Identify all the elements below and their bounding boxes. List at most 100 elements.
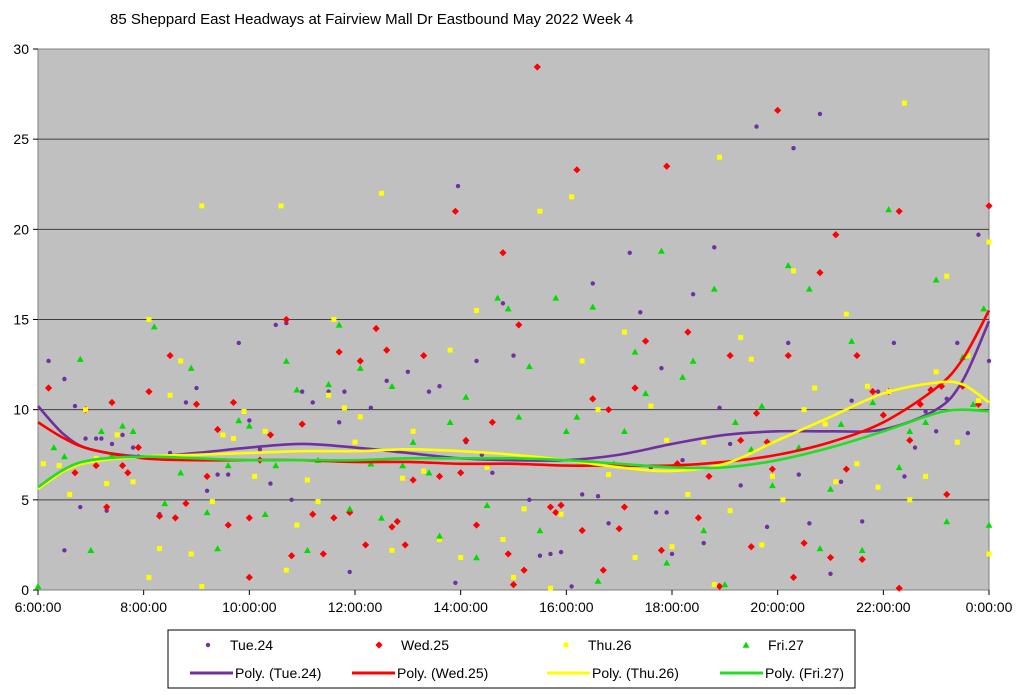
data-point-tue-24 [579,492,585,497]
data-point-wed-25 [557,501,565,509]
data-point-fri-27 [129,427,137,435]
data-point-wed-25 [383,346,391,354]
data-point-thu-26 [146,574,152,580]
data-point-tue-24 [104,508,109,513]
data-point-tue-24 [590,281,595,286]
data-point-tue-24 [257,447,263,452]
data-point-wed-25 [401,541,409,549]
data-point-thu-26 [954,439,960,445]
data-point-fri-27 [50,444,58,451]
data-point-thu-26 [241,408,247,414]
data-point-wed-25 [599,566,607,574]
data-point-wed-25 [192,400,201,408]
data-point-fri-27 [747,445,755,453]
data-point-wed-25 [906,436,914,444]
data-point-fri-27 [282,357,290,364]
data-point-fri-27 [658,247,665,254]
data-point-tue-24 [310,400,315,405]
data-point-tue-24 [326,389,331,394]
data-point-tue-24 [727,441,733,447]
data-point-fri-27 [552,294,560,301]
data-point-thu-26 [484,464,490,470]
data-point-thu-26 [341,405,347,411]
data-point-fri-27 [325,381,332,388]
data-point-tue-24 [46,358,51,364]
data-point-wed-25 [266,431,275,439]
data-point-thu-26 [209,499,215,505]
data-point-fri-27 [119,422,126,429]
legend-label-fri-27: Fri.27 [768,637,804,653]
data-point-tue-24 [490,470,495,475]
data-point-fri-27 [805,285,813,292]
data-point-tue-24 [236,340,241,346]
data-point-tue-24 [289,497,294,503]
data-point-wed-25 [134,443,142,452]
data-point-tue-24 [738,483,743,488]
data-point-tue-24 [527,497,532,503]
x-axis: 6:00:00 8:00:00 10:00:00 12:00:00 14:00:00 16… [15,590,1013,615]
data-point-wed-25 [657,546,666,554]
data-point-wed-25 [520,566,528,574]
data-point-wed-25 [145,388,153,396]
data-point-thu-26 [352,439,358,445]
data-point-tue-24 [828,571,833,576]
data-point-fri-27 [642,390,649,397]
data-point-tue-24 [912,445,918,450]
data-point-wed-25 [789,573,798,581]
series-fri-27 [34,206,993,590]
data-point-fri-27 [187,364,195,371]
data-point-wed-25 [457,469,465,477]
data-point-thu-26 [458,555,464,561]
legend-marker-wed-25 [375,641,383,649]
data-point-wed-25 [663,162,671,170]
data-point-tue-24 [875,389,881,394]
data-point-thu-26 [944,273,950,279]
data-point-thu-26 [664,437,670,443]
data-point-thu-26 [283,567,289,573]
y-tick-label: 5 [21,492,29,508]
data-point-wed-25 [488,418,496,426]
legend-marker-tue-24 [205,642,211,648]
data-point-thu-26 [67,491,73,497]
data-point-tue-24 [838,479,844,484]
data-point-tue-24 [955,340,960,346]
data-point-wed-25 [726,351,734,360]
data-point-wed-25 [472,521,481,529]
x-tick-label: 8:00:00 [120,599,167,615]
data-point-fri-27 [932,276,940,283]
trendline-poly-wed-25 [37,309,991,468]
data-point-thu-26 [447,347,453,353]
data-point-wed-25 [335,348,343,356]
data-point-tue-24 [215,472,220,477]
data-point-fri-27 [573,413,581,420]
y-tick-label: 15 [13,312,29,328]
data-point-thu-26 [595,407,601,413]
data-point-wed-25 [927,386,935,394]
legend-label-poly-tue-24: Poly. (Tue.24) [235,665,321,681]
data-point-wed-25 [752,409,761,417]
y-axis: 0 5 10 15 20 25 30 [13,41,38,598]
data-point-thu-26 [199,203,205,209]
data-point-wed-25 [937,382,946,390]
x-tick-label: 6:00:00 [15,599,62,615]
data-point-tue-24 [130,445,136,450]
data-point-tue-24 [902,474,907,479]
data-point-wed-25 [715,582,724,590]
data-point-fri-27 [436,532,443,539]
data-point-fri-27 [235,417,243,424]
data-point-wed-25 [71,469,79,477]
legend-label-tue-24: Tue.24 [230,637,273,653]
data-point-fri-27 [885,206,893,213]
data-point-tue-24 [548,551,553,557]
data-point-fri-27 [710,285,718,292]
data-point-fri-27 [848,337,856,344]
data-point-thu-26 [812,385,818,391]
data-point-fri-27 [61,453,68,460]
data-point-fri-27 [594,577,602,584]
data-point-wed-25 [578,526,586,535]
gridlines [38,138,989,501]
x-tick-label: 16:00:00 [539,599,594,615]
data-point-fri-27 [515,413,523,420]
data-point-tue-24 [474,358,479,364]
x-tick-label: 20:00:00 [750,599,805,615]
